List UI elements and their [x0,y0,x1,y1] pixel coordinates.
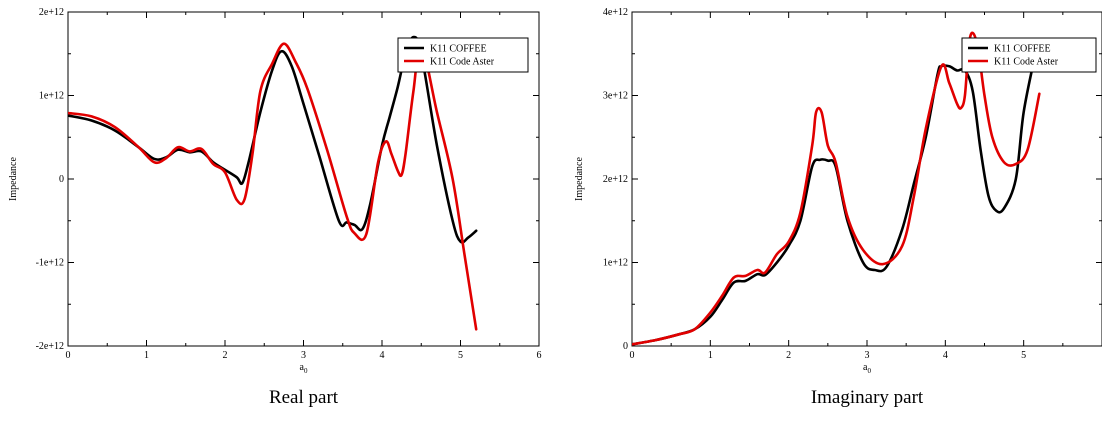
x-tick-label: 3 [301,350,306,361]
x-axis-title-subscript: 0 [304,367,308,375]
x-tick-label: 1 [144,350,149,361]
y-tick-label: 0 [59,174,64,185]
legend-box [961,37,1097,73]
legend-label: K11 COFFEE [994,44,1051,55]
x-tick-label: 4 [943,350,948,361]
x-tick-label: 5 [1021,350,1026,361]
x-tick-label: 0 [66,350,71,361]
y-tick-label: 1e+12 [39,91,64,102]
x-tick-label: 3 [865,350,870,361]
panel-caption: Real part [269,387,339,408]
chart-panel-2: 0 1 2 3 4 5 0 1e+12 2e+12 3e+12 4e+12 Impedance a0 Im… [574,7,1102,408]
y-tick-label: 2e+12 [603,174,628,185]
legend-box [397,37,529,73]
x-tick-label: 1 [708,350,713,361]
legend: K11 COFFEE K11 Code Aster [961,37,1097,73]
y-tick-label: 1e+12 [603,258,628,269]
chart-panel-1: 0 1 2 3 4 5 6 -2e+12 -1e+12 0 1e+12 2e+12 Impedance a… [8,7,542,408]
x-tick-label: 2 [786,350,791,361]
x-tick-label: 5 [458,350,463,361]
data-area [632,31,1041,346]
x-axis-title-subscript: 0 [867,367,871,375]
series-line-code-aster [68,42,478,331]
y-tick-label: -1e+12 [36,258,64,269]
legend-label: K11 COFFEE [430,44,487,55]
x-axis-title: a0 [863,362,871,375]
series-line-coffee [632,52,1037,346]
y-tick-label: -2e+12 [36,341,64,352]
y-tick-label: 4e+12 [603,7,628,18]
x-tick-label: 4 [380,350,385,361]
x-axis-title: a0 [300,362,308,375]
y-tick-label: 3e+12 [603,91,628,102]
legend-label: K11 Code Aster [430,57,495,68]
panel-caption: Imaginary part [811,387,924,408]
y-tick-label: 0 [623,341,628,352]
x-tick-label: 0 [630,350,635,361]
series-line-code-aster [632,31,1041,346]
y-tick-label: 2e+12 [39,7,64,18]
x-tick-label: 2 [223,350,228,361]
y-axis-title: Impedance [574,157,585,201]
x-tick-label: 6 [537,350,542,361]
legend: K11 COFFEE K11 Code Aster [397,37,529,73]
data-area [68,35,478,331]
legend-label: K11 Code Aster [994,57,1059,68]
y-axis-title: Impedance [8,157,19,201]
